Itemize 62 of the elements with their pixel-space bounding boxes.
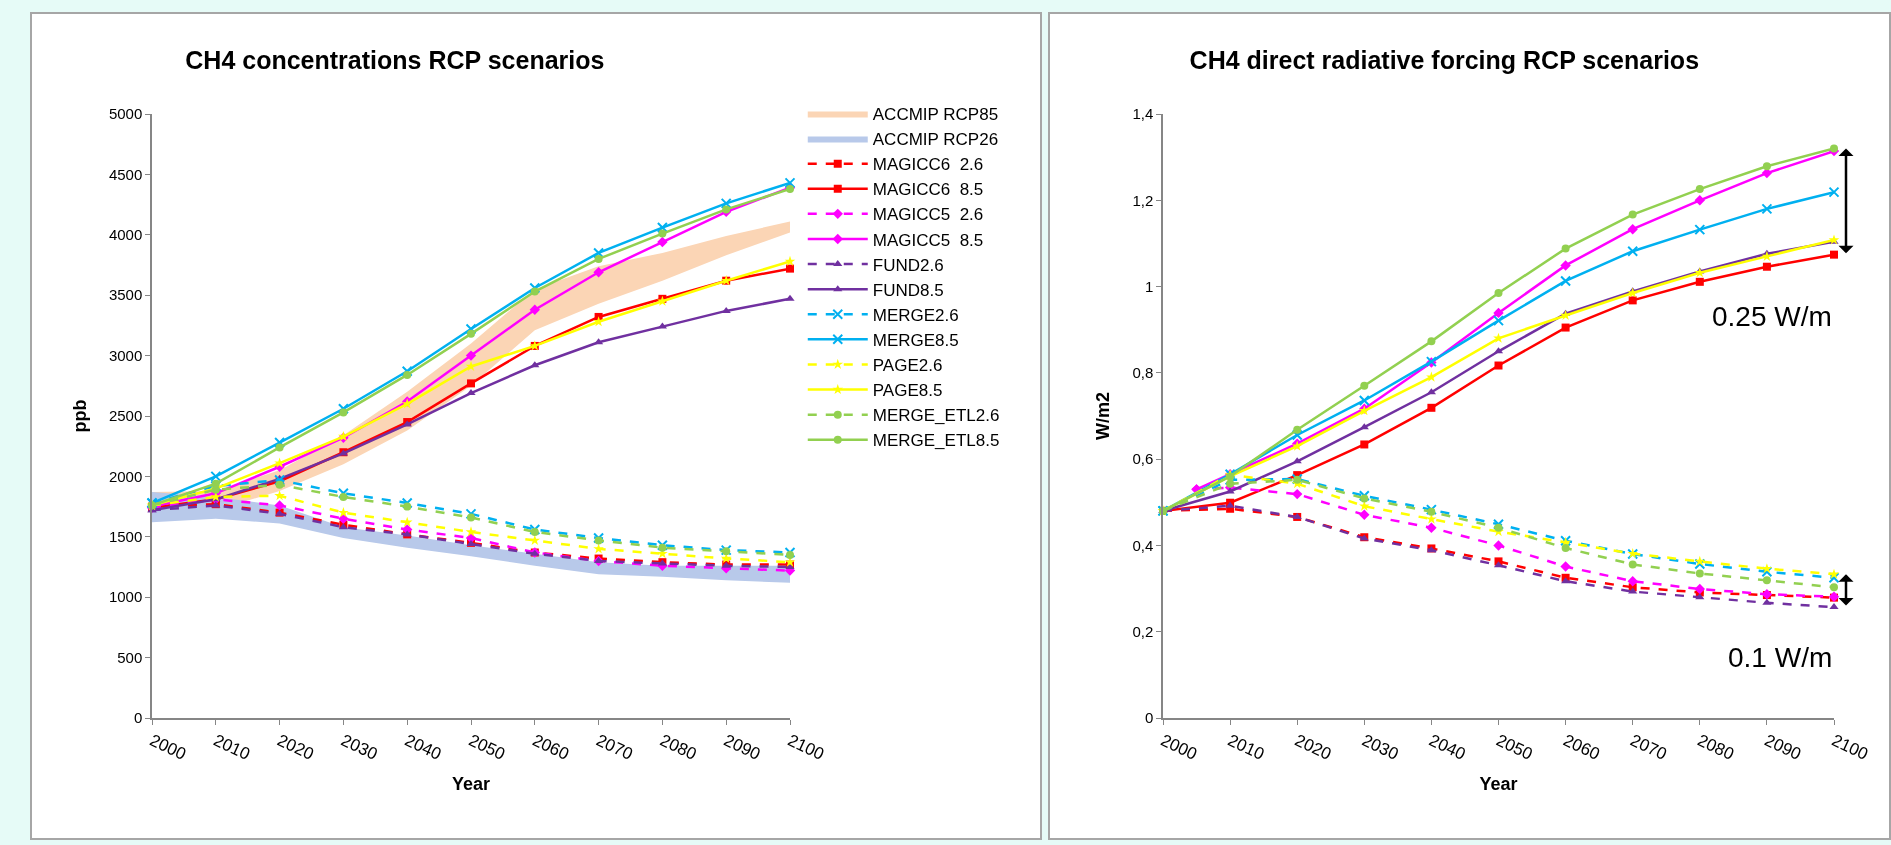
x-tick-label: 2070: [593, 730, 636, 764]
legend-label: MERGE2.6: [872, 305, 959, 325]
y-tick-label: 4000: [108, 226, 143, 244]
x-tick-label: 2080: [657, 730, 700, 764]
legend-label: MERGE_ETL2.6: [872, 406, 1000, 426]
legend-label: ACCMIP RCP85: [872, 105, 999, 125]
y-tick-label: 5000: [108, 105, 143, 123]
x-tick-label: 2040: [1426, 730, 1469, 764]
x-tick-label: 2080: [1694, 730, 1737, 764]
y-tick-label: 0,8: [1132, 364, 1154, 382]
x-axis-title: Year: [451, 773, 491, 794]
legend-label: MAGICC5 2.6: [872, 205, 984, 225]
x-tick-label: 2090: [1761, 730, 1804, 764]
x-tick-label: 2070: [1627, 730, 1670, 764]
y-tick-label: 2000: [108, 467, 143, 485]
x-tick-label: 2010: [1224, 730, 1268, 764]
y-tick-label: 0: [1144, 709, 1154, 727]
x-tick-label: 2030: [1359, 730, 1402, 764]
legend-label: ACCMIP RCP26: [872, 130, 999, 150]
x-tick-label: 2060: [1560, 730, 1603, 764]
y-tick-label: 3000: [108, 346, 143, 364]
legend-label: PAGE8.5: [872, 381, 943, 401]
x-tick-label: 2060: [529, 730, 572, 764]
y-axis-title: W/m2: [1093, 391, 1114, 441]
x-tick-label: 2100: [1828, 730, 1872, 764]
x-tick-label: 2090: [720, 730, 764, 764]
x-tick-label: 2030: [338, 730, 381, 764]
legend-label: MERGE_ETL8.5: [872, 431, 1000, 451]
y-tick-label: 0,4: [1132, 536, 1154, 554]
x-tick-label: 2050: [465, 730, 509, 764]
y-tick-label: 1: [1144, 277, 1154, 295]
legend-label: PAGE2.6: [872, 356, 943, 376]
x-tick-label: 2010: [210, 730, 253, 764]
x-tick-label: 2020: [274, 730, 317, 764]
x-tick-label: 2020: [1291, 730, 1335, 764]
chart-title: CH4 concentrations RCP scenarios: [185, 45, 605, 74]
y-tick-label: 0,2: [1132, 622, 1154, 640]
y-tick-label: 1,2: [1132, 191, 1154, 209]
y-tick-label: 2500: [108, 407, 143, 425]
legend-label: FUND8.5: [872, 280, 944, 300]
x-tick-label: 2050: [1493, 730, 1536, 764]
y-tick-label: 1500: [108, 528, 143, 546]
x-axis-title: Year: [1479, 773, 1518, 794]
y-tick-label: 0,6: [1132, 450, 1154, 468]
y-tick-label: 3500: [108, 286, 143, 304]
legend-label: MERGE8.5: [872, 330, 959, 350]
x-tick-label: 2100: [784, 730, 828, 764]
annotation: 0.1 W/m: [1728, 642, 1833, 673]
y-tick-label: 500: [117, 648, 143, 666]
annotation: 0.25 W/m: [1712, 301, 1832, 332]
legend-label: MAGICC6 8.5: [872, 180, 984, 200]
y-tick-label: 0: [133, 709, 143, 727]
y-tick-label: 1000: [108, 588, 143, 606]
y-axis-title: ppb: [69, 399, 90, 433]
x-tick-label: 2000: [146, 730, 190, 764]
legend-label: MAGICC6 2.6: [872, 155, 984, 175]
y-tick-label: 1,4: [1132, 105, 1154, 123]
chart-title: CH4 direct radiative forcing RCP scenarios: [1189, 45, 1700, 74]
x-tick-label: 2040: [401, 730, 445, 764]
legend-label: FUND2.6: [872, 255, 944, 275]
legend-label: MAGICC5 8.5: [872, 230, 984, 250]
y-tick-label: 4500: [108, 165, 143, 183]
